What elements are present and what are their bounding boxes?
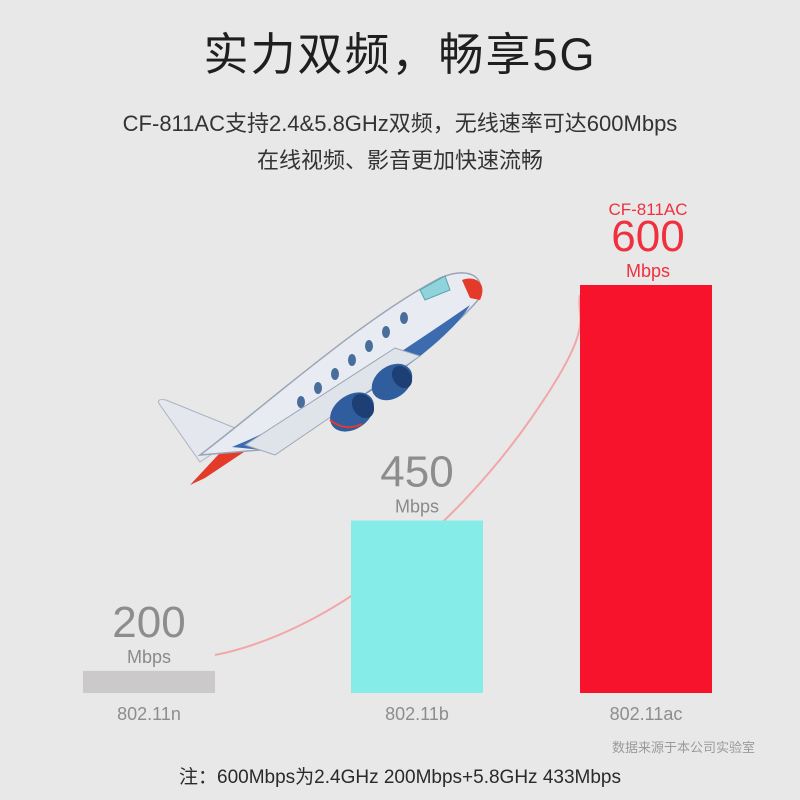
bars-layer [83,285,712,693]
value-label: 600 [611,212,684,261]
unit-label: Mbps [127,647,171,667]
category-label: 802.11b [385,704,449,724]
footnote: 注：600Mbps为2.4GHz 200Mbps+5.8GHz 433Mbps [179,767,621,788]
value-label: 200 [112,598,185,647]
category-label: 802.11ac [610,704,683,724]
subtitle-line-2: 在线视频、影音更加快速流畅 [256,148,543,173]
labels-layer: 200Mbps802.11n450Mbps802.11b600MbpsCF-81… [112,200,687,724]
subtitle-line-1: CF-811AC支持2.4&5.8GHz双频，无线速率可达600Mbps [122,111,678,136]
airplane-illustration [158,272,483,485]
page-title: 实力双频，畅享5G [203,29,597,80]
data-source-note: 数据来源于本公司实验室 [612,740,756,755]
bar-802.11n [83,670,215,693]
unit-label: Mbps [395,496,439,516]
bar-802.11b [351,520,483,693]
product-label: CF-811AC [608,200,687,219]
bar-802.11ac [580,285,712,693]
value-label: 450 [380,447,453,496]
category-label: 802.11n [117,704,181,724]
unit-label: Mbps [626,261,670,281]
